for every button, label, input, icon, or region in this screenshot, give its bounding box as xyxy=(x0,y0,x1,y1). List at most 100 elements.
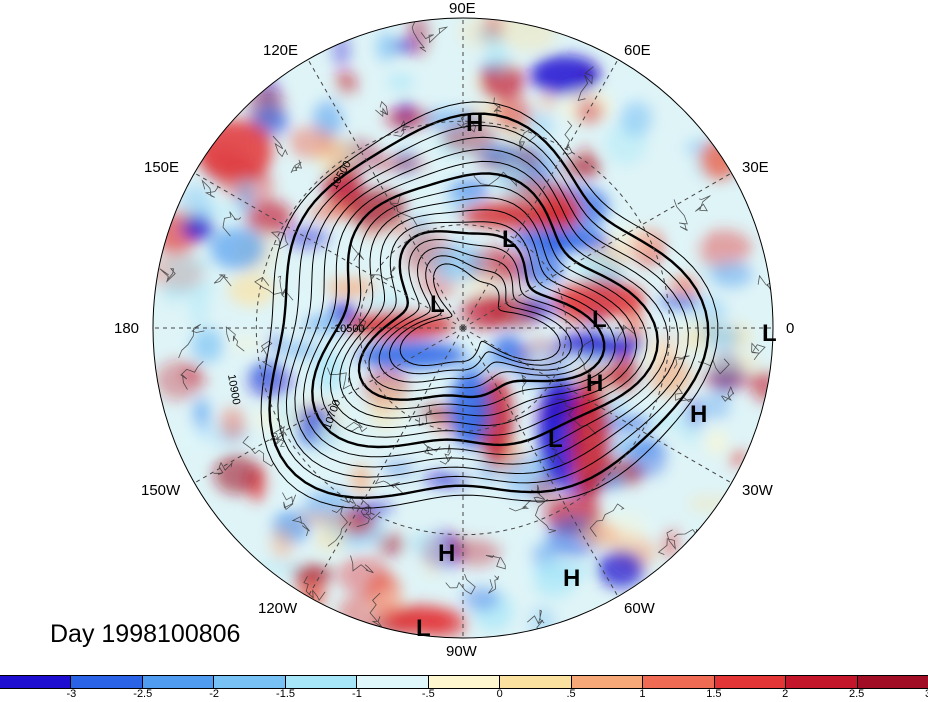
anomaly-blob xyxy=(337,556,390,595)
coastline-segment xyxy=(411,18,427,52)
anomaly-blob xyxy=(209,227,266,270)
height-contours xyxy=(260,101,719,509)
anomaly-blob xyxy=(376,32,396,62)
anomaly-blob xyxy=(287,126,335,159)
colorbar-cell xyxy=(285,676,358,688)
lon-label-120e: 120E xyxy=(263,42,299,59)
high-center-label: H xyxy=(690,401,708,428)
high-center-label: H xyxy=(563,565,581,592)
coastline-segment xyxy=(439,444,453,465)
colorbar-cell xyxy=(0,676,72,688)
anomaly-blob xyxy=(352,501,393,516)
coastline-segment xyxy=(751,342,766,361)
anomaly-blob xyxy=(640,338,681,363)
coastline-segment xyxy=(242,435,275,467)
low-center-label: L xyxy=(548,426,563,453)
coastline-segment xyxy=(536,619,560,638)
colorbar-cell xyxy=(428,676,501,688)
anomaly-blob xyxy=(295,513,356,526)
height-contour xyxy=(302,160,669,458)
coastline-segment xyxy=(178,323,205,359)
anomaly-blob xyxy=(431,242,485,283)
height-contour xyxy=(260,101,719,509)
coastline-segment xyxy=(254,276,285,298)
latitude-circle xyxy=(359,224,567,432)
colorbar-tick-labels: -3 -2.5 -2 -1.5 -1 -.5 0 .5 1 1.5 2 2.5 3 xyxy=(0,688,928,702)
coastline-segment xyxy=(260,340,273,368)
coastline-segment xyxy=(473,171,518,187)
colorbar-tick-label: -3 xyxy=(66,688,77,700)
anomaly-blob xyxy=(213,454,260,495)
lon-label-0: 0 xyxy=(786,320,795,337)
anomaly-blob xyxy=(424,473,471,486)
meridian-line xyxy=(462,172,732,329)
anomaly-blob xyxy=(384,108,434,129)
anomaly-blob xyxy=(376,532,407,556)
height-contour xyxy=(357,230,606,401)
anomaly-core xyxy=(450,370,490,450)
anomaly-blob xyxy=(700,368,757,391)
coastline-segment xyxy=(673,199,689,231)
coastline-segment xyxy=(356,497,370,528)
colorbar-cell xyxy=(142,676,215,688)
anomaly-blob xyxy=(162,278,180,306)
low-center-label: L xyxy=(416,615,431,642)
coastline-segment xyxy=(350,555,374,574)
coastline-segment xyxy=(201,179,219,198)
high-center-label: H xyxy=(586,370,604,397)
lon-label-120w: 120W xyxy=(258,600,298,617)
lon-label-90e: 90E xyxy=(449,0,476,17)
colorbar-tick-label: -1.5 xyxy=(276,688,296,700)
coastline-segment xyxy=(418,405,432,427)
coastline-segment xyxy=(225,326,245,352)
anomaly-blob xyxy=(597,550,644,588)
anomaly-field xyxy=(153,18,773,638)
coastline-segment xyxy=(393,120,410,137)
lon-label-30e: 30E xyxy=(742,159,769,176)
coastline-segment xyxy=(282,492,297,511)
colorbar-tick-label: -2.5 xyxy=(133,688,153,700)
anomaly-blob xyxy=(273,468,320,504)
meridian-line xyxy=(307,59,464,329)
colorbar-cell xyxy=(571,676,644,688)
coastline-segment xyxy=(527,609,545,625)
coastline-segment xyxy=(303,576,326,601)
height-contour xyxy=(320,185,648,438)
anomaly-blob xyxy=(703,354,761,369)
lon-label-60e: 60E xyxy=(624,42,651,59)
anomaly-blob xyxy=(696,229,752,269)
anomaly-blob xyxy=(219,407,246,440)
height-contour xyxy=(339,209,627,419)
anomaly-blob xyxy=(386,74,415,90)
colorbar-cell xyxy=(214,676,286,688)
coastline-segment xyxy=(159,268,176,283)
anomaly-blob xyxy=(629,438,667,477)
coastline-segment xyxy=(327,505,349,547)
colorbar-tick-label: 2.5 xyxy=(848,688,865,700)
anomaly-blob xyxy=(180,185,212,224)
coastline-segment xyxy=(272,135,288,158)
anomaly-blob xyxy=(391,38,414,54)
coastline-segment xyxy=(589,503,625,537)
coastline-segment xyxy=(657,529,676,555)
high-center-label: H xyxy=(438,540,456,567)
colorbar-cell xyxy=(857,676,928,688)
anomaly-blob xyxy=(251,361,276,385)
anomaly-blob xyxy=(688,495,731,512)
meridian-line xyxy=(307,327,464,597)
coastline-segment xyxy=(362,504,381,521)
coastline-segment xyxy=(695,195,711,212)
anomaly-blob xyxy=(245,199,293,236)
height-contour xyxy=(329,197,638,428)
height-contour xyxy=(294,148,679,468)
anomaly-blob xyxy=(291,564,334,584)
coastline-segment xyxy=(270,231,289,250)
anomaly-blob xyxy=(575,98,604,124)
coastline-segment xyxy=(375,100,389,118)
height-contour xyxy=(368,238,594,392)
lon-label-150e: 150E xyxy=(144,159,180,176)
anomaly-blob xyxy=(494,95,531,130)
height-contour xyxy=(388,255,572,375)
date-title: Day 1998100806 xyxy=(50,620,241,648)
anomaly-blob xyxy=(559,157,603,177)
